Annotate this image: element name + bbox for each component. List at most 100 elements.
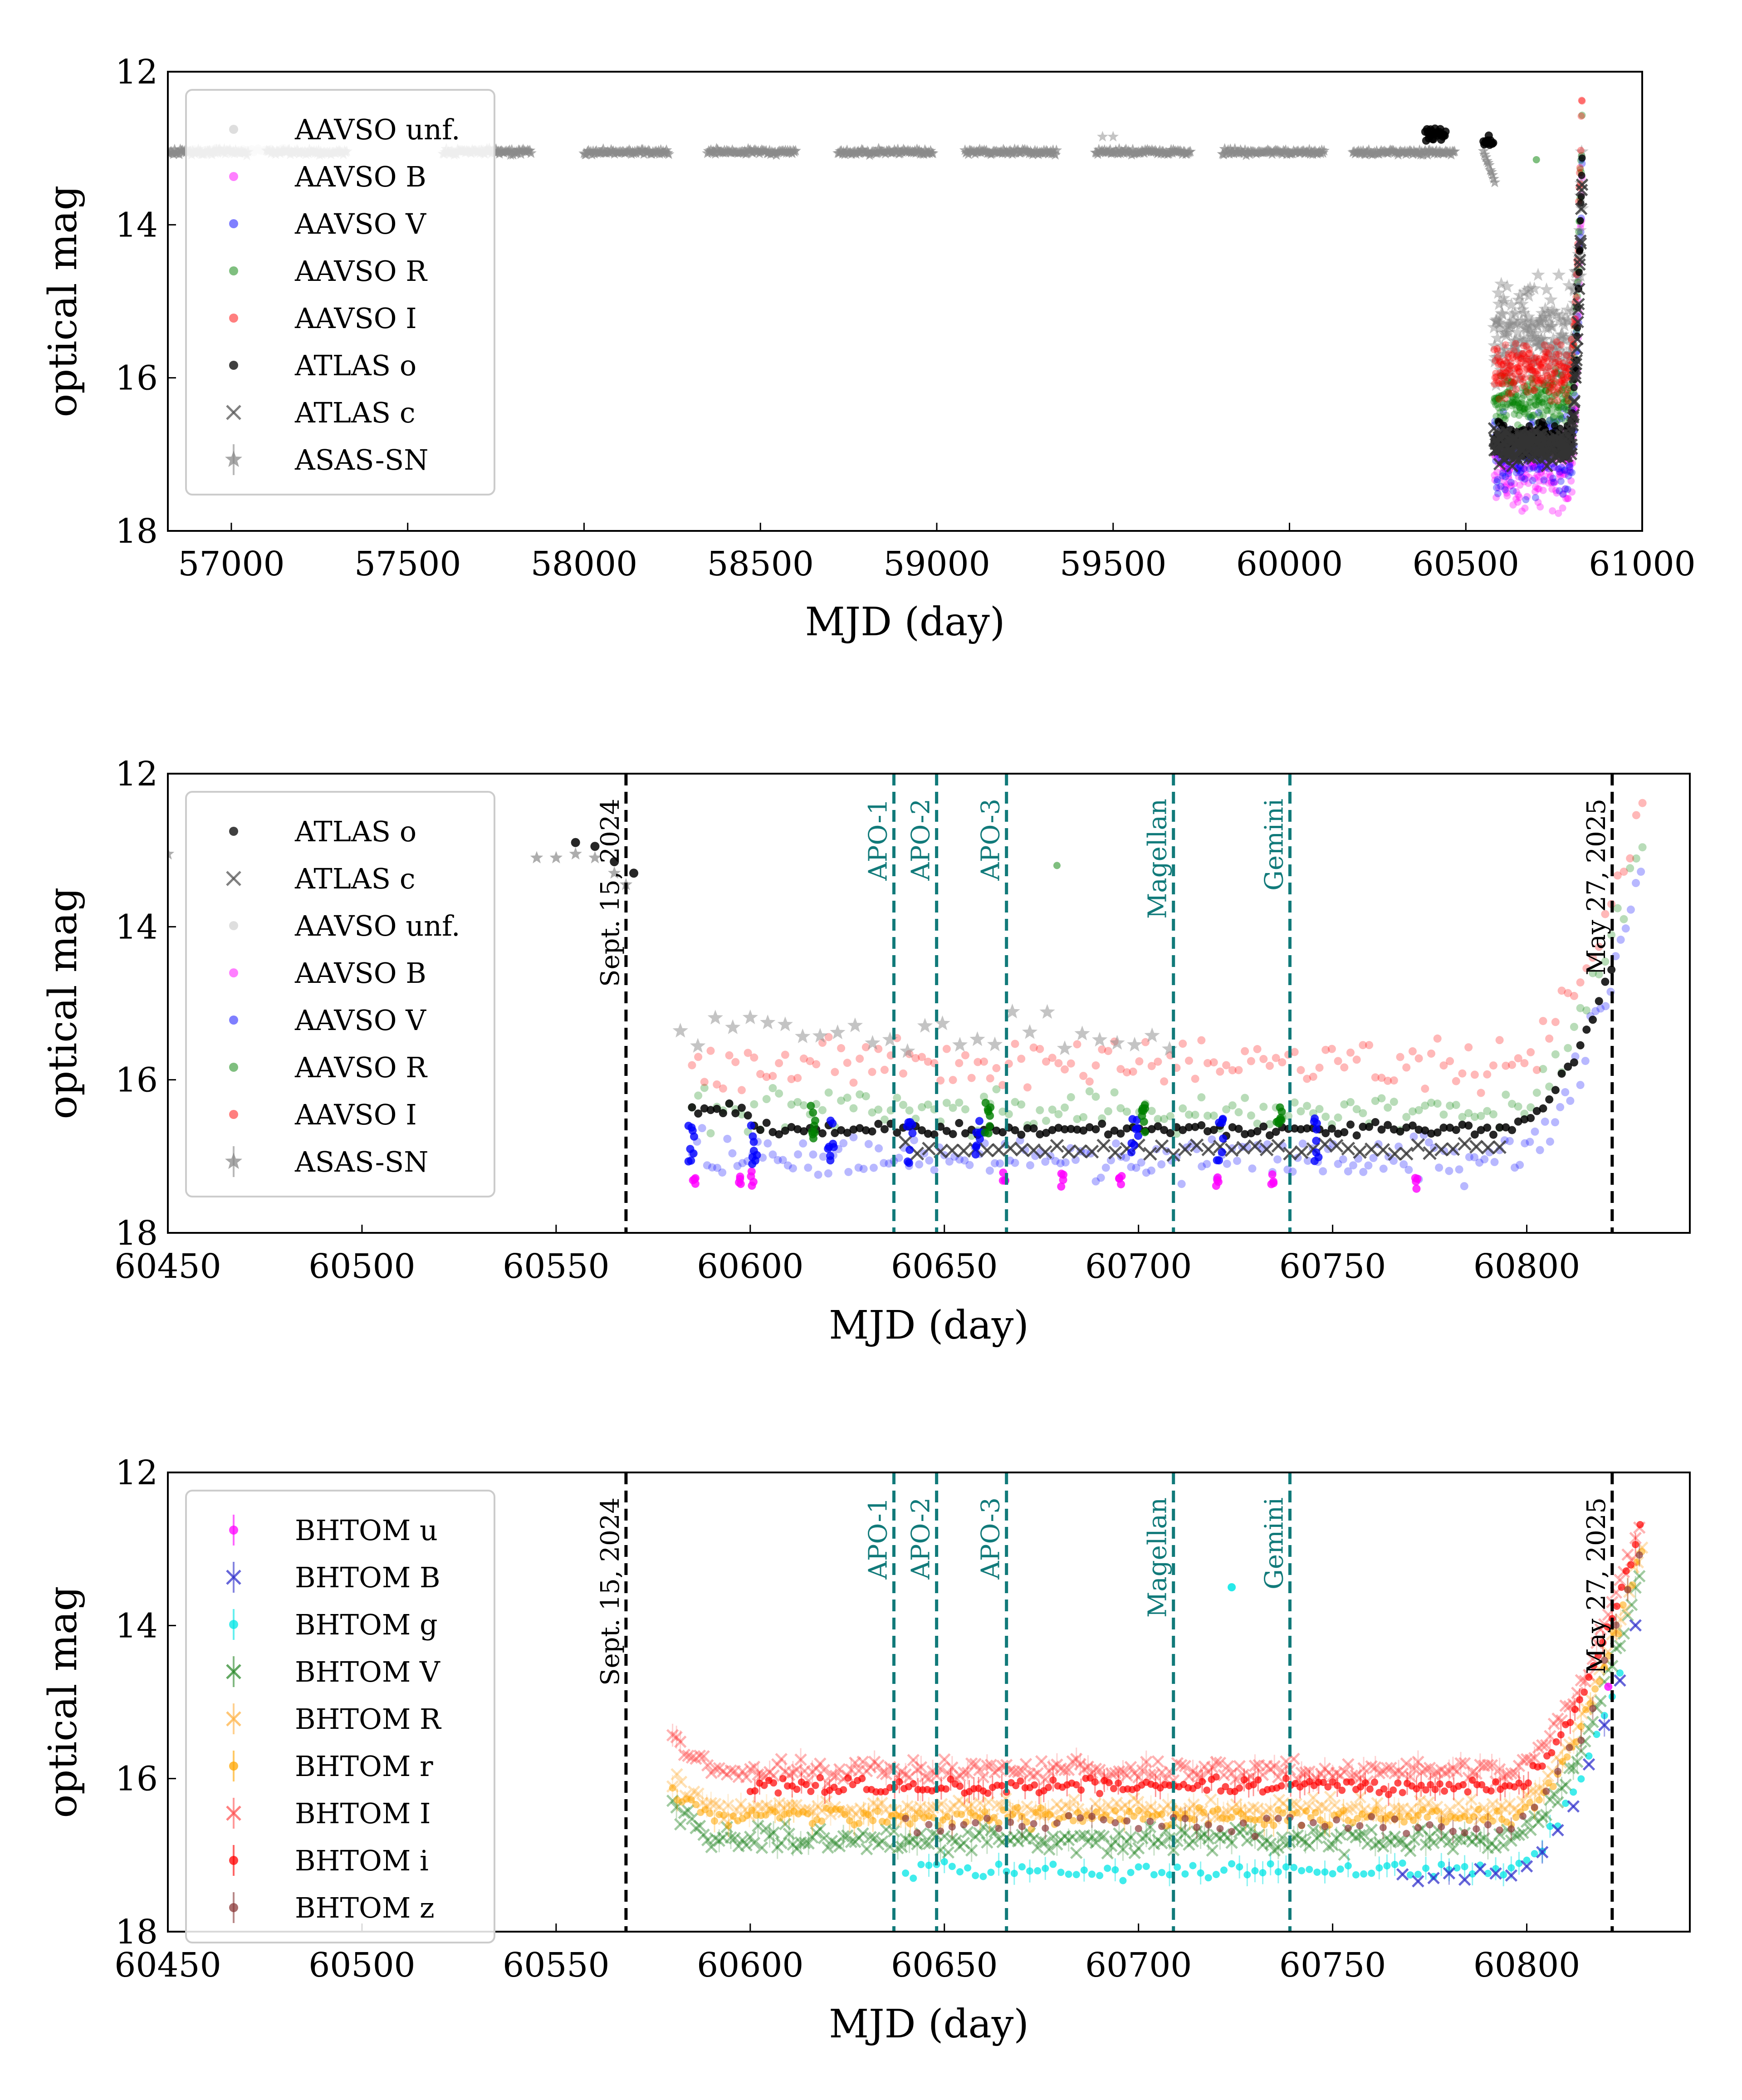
point-asassn	[1478, 145, 1489, 156]
point-aavso-b	[1515, 466, 1523, 474]
point-aavso-v	[1526, 1138, 1534, 1146]
point-aavso-r	[793, 1098, 802, 1106]
point-bhtom-v-stroke-b	[728, 1832, 741, 1845]
point-aavso-r	[1140, 1118, 1148, 1126]
point-asas-sn	[1542, 310, 1556, 324]
point-aavso-r	[1547, 384, 1555, 392]
point-asassn	[1184, 146, 1196, 157]
point-bhtom-v-stroke-a	[1482, 1841, 1494, 1855]
point-bhtom-v-stroke-b	[1617, 1627, 1630, 1640]
point-bhtom-r	[675, 1776, 688, 1788]
point-bhtom-v	[841, 1829, 854, 1842]
point-bhtom-g	[1259, 1869, 1267, 1877]
vline-label: Sept. 15, 2024	[596, 799, 625, 987]
point-atlas-c-stroke-b	[1364, 1142, 1379, 1157]
point-atlas-c-stroke-b	[1050, 1139, 1064, 1153]
point-bhtom-r	[811, 1800, 824, 1813]
point-atlas-o	[1371, 1118, 1380, 1126]
point-aavso-v	[1061, 1158, 1070, 1167]
point-aavso-i	[1408, 1047, 1417, 1055]
point-asas-sn	[1511, 346, 1525, 359]
point-bhtom-v-stroke-b	[1443, 1835, 1456, 1848]
point-aavso-i	[1098, 1045, 1106, 1054]
point-aavso-i	[1526, 363, 1534, 371]
point-asassn	[1488, 173, 1499, 184]
point-asas-sn	[1561, 303, 1575, 316]
point-aavso-r	[1531, 393, 1539, 401]
point-atlas-o	[590, 842, 600, 851]
x-tick-label: 58000	[531, 545, 637, 584]
point-aavso-i	[1464, 1043, 1473, 1052]
point-atlas-o	[1197, 1121, 1206, 1129]
point-bhtom-v-stroke-b	[1008, 1830, 1021, 1843]
point-atlas-c-stroke-b	[910, 1146, 925, 1161]
point-aavso-i	[737, 1086, 746, 1094]
point-asas-sn	[1516, 385, 1530, 398]
point-bhtom-v-stroke-a	[728, 1832, 741, 1845]
point-aavso-i	[1536, 361, 1543, 368]
point-aavso-i	[1054, 1059, 1063, 1068]
point-bhtom-v-stroke-a	[1225, 1836, 1238, 1849]
point-bhtom-v-stroke-b	[919, 1836, 931, 1850]
point-aavso-b	[1539, 486, 1547, 494]
point-bhtom-v-stroke-b	[981, 1836, 993, 1849]
point-bhtom-g	[1026, 1867, 1034, 1875]
point-bhtom-v-stroke-a	[1194, 1831, 1207, 1844]
point-aavso-v	[1465, 1153, 1473, 1161]
point-bhtom-v	[682, 1804, 695, 1817]
point-bhtom-v	[736, 1834, 749, 1847]
point-bhtom-v-stroke-b	[685, 1812, 699, 1825]
point-bhtom-v-stroke-a	[1023, 1827, 1036, 1840]
point-asas-sn	[1558, 362, 1573, 376]
point-bhtom-v-stroke-b	[775, 1837, 788, 1850]
point-asas-sn	[1570, 274, 1584, 288]
point-bhtom-g	[1507, 1864, 1515, 1872]
point-bhtom-v-stroke-b	[690, 1821, 702, 1835]
point-asassn	[524, 144, 536, 156]
point-aavso-r	[1510, 400, 1518, 408]
point-asas-sn	[1490, 312, 1504, 326]
point-atlas-c-stroke-b	[1575, 202, 1588, 216]
point-bhtom-v	[755, 1841, 768, 1854]
point-bhtom-r-stroke-b	[713, 1800, 726, 1813]
point-aavso-r	[1502, 1090, 1510, 1099]
point-bhtom-v	[1524, 1823, 1537, 1836]
point-atlas-c	[1446, 1142, 1460, 1156]
point-asas-sn	[1542, 315, 1556, 329]
point-bhtom-v-stroke-a	[1144, 1820, 1157, 1834]
point-aavso-v	[733, 1162, 742, 1170]
point-bhtom-g	[1088, 1870, 1096, 1878]
point-aavso-i	[1209, 1058, 1218, 1067]
point-aavso-v	[864, 1140, 873, 1148]
point-aavso-v	[1546, 1137, 1554, 1146]
point-bhtom-v	[728, 1832, 741, 1845]
point-asas-sn	[1561, 314, 1575, 327]
point-bhtom-v-stroke-b	[1334, 1828, 1347, 1841]
point-bhtom-v-stroke-a	[814, 1823, 827, 1835]
point-aavso-r	[1493, 400, 1501, 408]
point-aavso-b	[1520, 465, 1527, 472]
point-asas-sn	[1549, 366, 1563, 379]
point-aavso-v	[1507, 478, 1515, 486]
point-bhtom-r-stroke-b	[709, 1797, 722, 1811]
point-aavso-b	[1522, 471, 1530, 479]
point-asassn	[490, 143, 502, 154]
point-asas-sn	[1512, 370, 1527, 384]
point-bhtom-v	[1074, 1830, 1087, 1843]
point-bhtom-r	[713, 1800, 726, 1813]
point-asassn	[1480, 151, 1492, 162]
point-aavso-i	[1557, 341, 1565, 349]
point-bhtom-v	[775, 1837, 788, 1850]
point-aavso-v	[1147, 1166, 1155, 1175]
point-bhtom-v-stroke-a	[1237, 1823, 1250, 1836]
point-asas-sn	[1488, 338, 1502, 352]
point-aavso-v	[829, 1143, 838, 1152]
point-bhtom-v-stroke-b	[771, 1841, 784, 1854]
point-asas-sn	[1543, 348, 1557, 362]
point-aavso-r	[880, 1115, 889, 1124]
point-bhtom-r-stroke-b	[717, 1812, 730, 1825]
point-atlas-o	[924, 1129, 932, 1138]
point-aavso-v	[925, 1156, 934, 1165]
point-bhtom-v-stroke-b	[1528, 1810, 1541, 1823]
point-bhtom-v-stroke-a	[1559, 1778, 1572, 1791]
